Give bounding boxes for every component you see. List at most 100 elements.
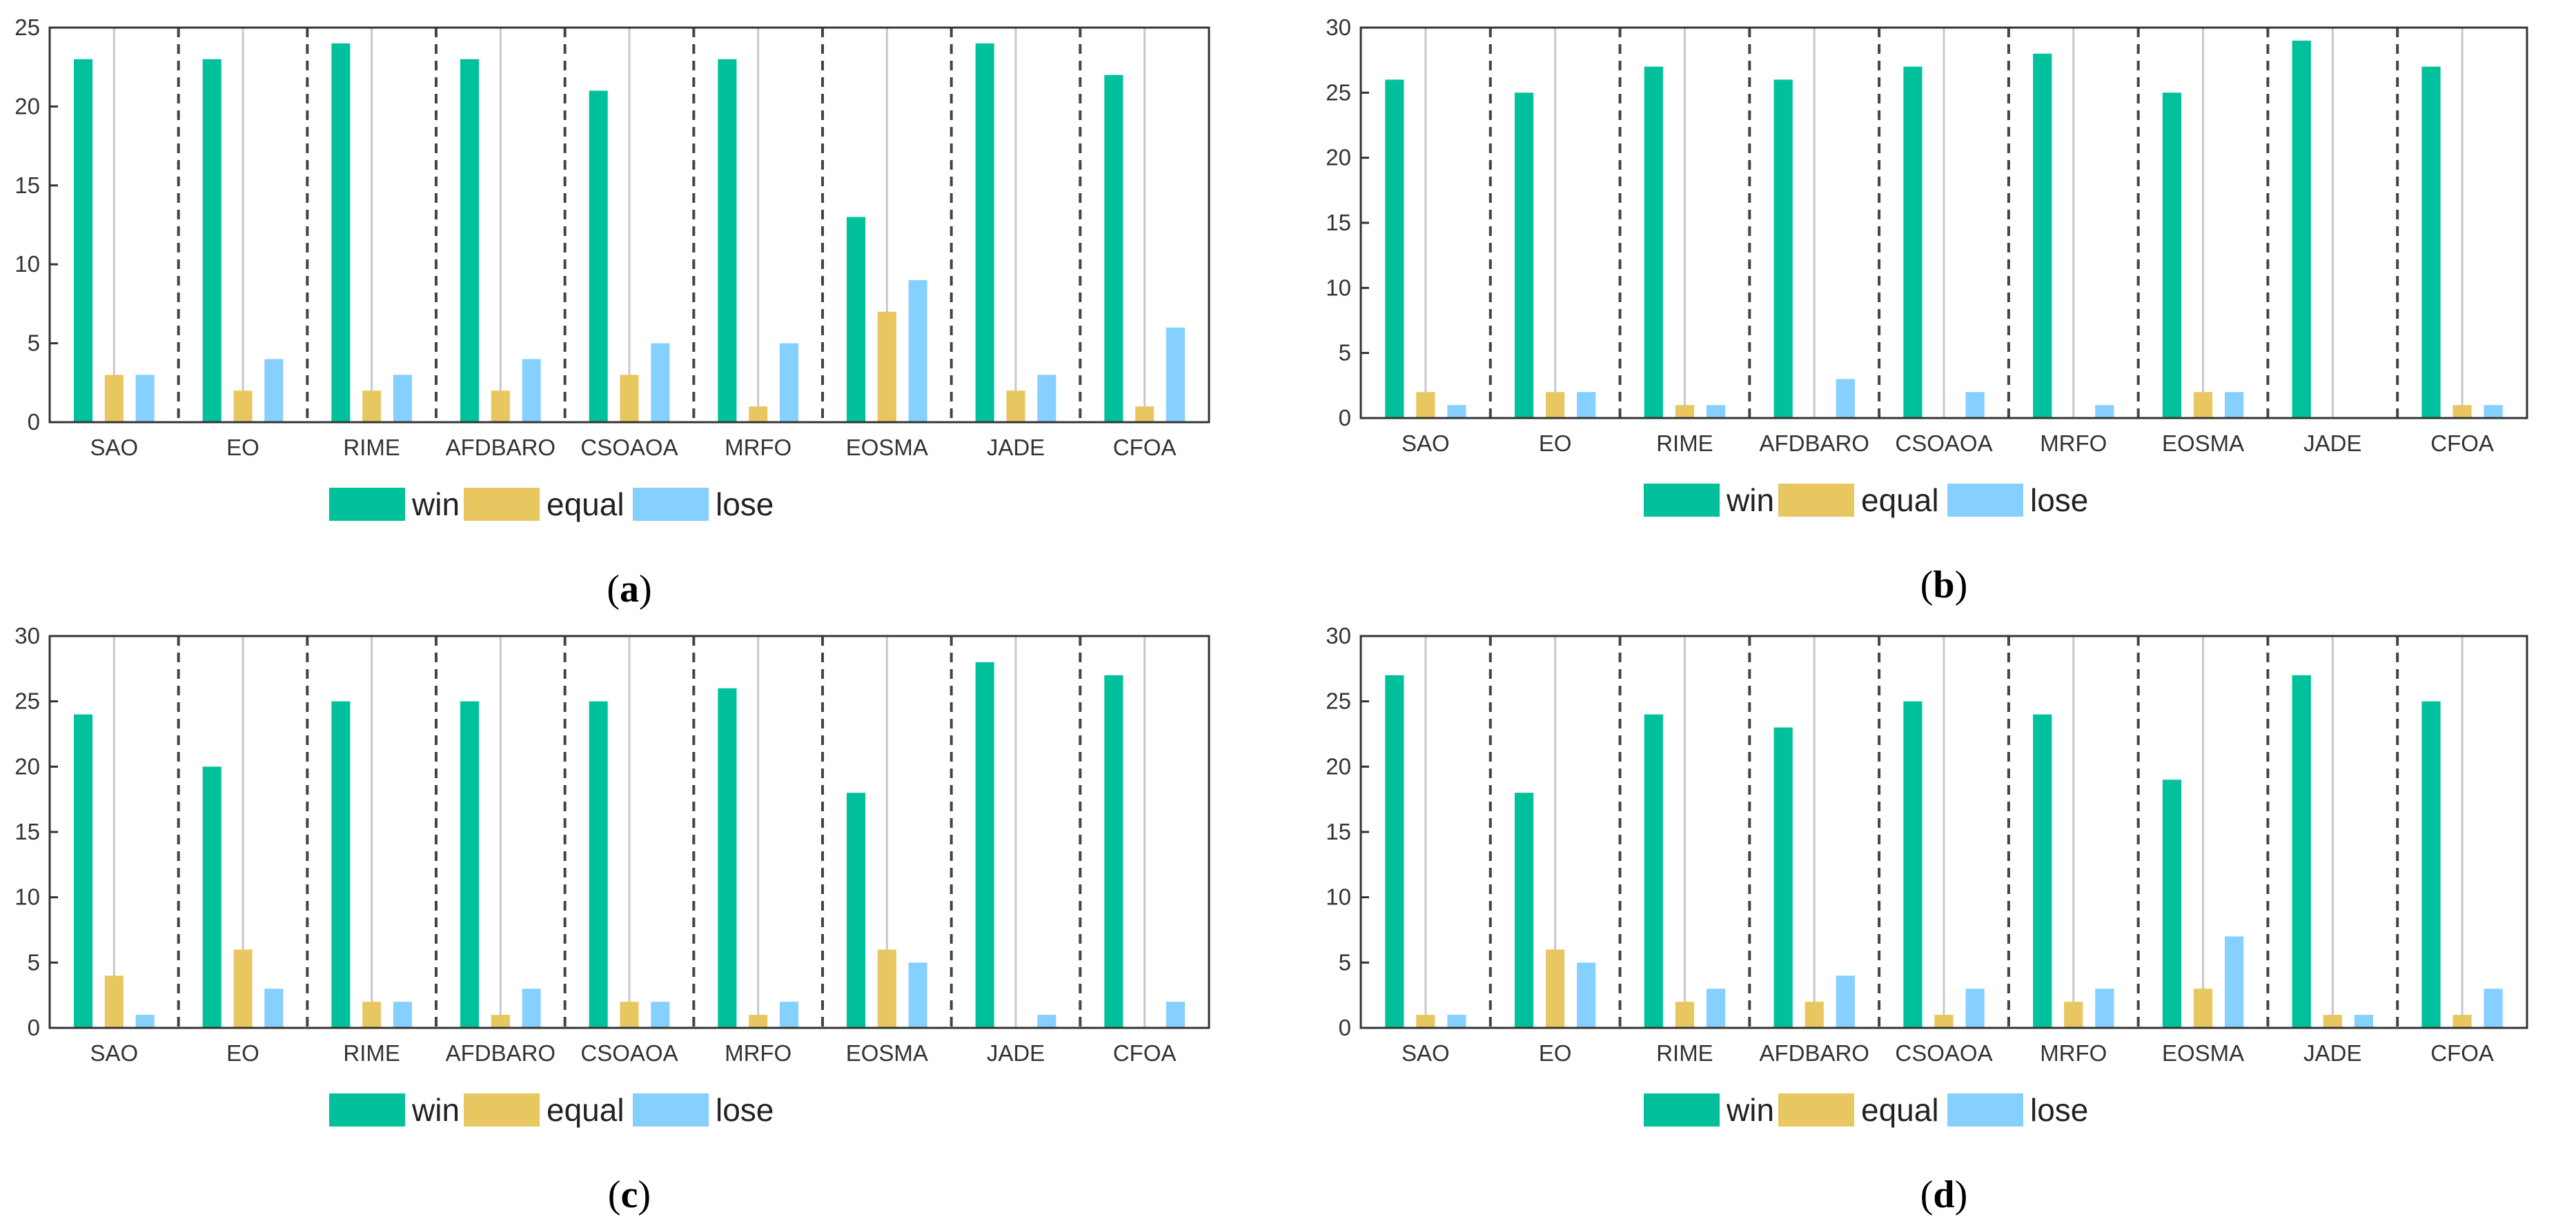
bar-equal-cfoa (2452, 1015, 2472, 1028)
bar-equal-rime (1675, 405, 1695, 418)
bar-lose-csoaoa (1965, 989, 1985, 1028)
bar-win-eo (202, 766, 222, 1028)
bar-lose-mrfo (779, 343, 798, 422)
legend-swatch-win (1644, 484, 1720, 517)
legend-label-lose: lose (716, 1092, 774, 1128)
bar-win-afdbaro (460, 59, 480, 422)
bar-win-jade (975, 43, 994, 422)
bar-lose-eo (1577, 392, 1596, 418)
bar-equal-eosma (2193, 989, 2213, 1028)
x-tick-label: JADE (2303, 430, 2361, 456)
bar-equal-csoaoa (1934, 1015, 1954, 1028)
legend: win equal lose (329, 1092, 774, 1128)
bar-lose-mrfo (2095, 989, 2114, 1028)
panel-label: (b) (1920, 564, 1967, 606)
x-tick-label: CSOAOA (1895, 430, 1992, 456)
y-tick-label: 5 (1339, 340, 1351, 366)
bar-equal-eo (233, 390, 253, 422)
legend-label-equal: equal (547, 1092, 625, 1128)
x-tick-label: EO (226, 1040, 259, 1066)
x-tick-label: RIME (343, 435, 400, 460)
bar-equal-jade (2323, 1015, 2342, 1028)
x-tick-label: MRFO (2040, 430, 2107, 456)
y-tick-label: 25 (14, 14, 40, 40)
bar-lose-afdbaro (1836, 975, 1855, 1028)
bar-lose-cfoa (1166, 1002, 1185, 1028)
x-tick-label: RIME (1656, 1040, 1713, 1066)
bar-equal-eo (1546, 949, 1565, 1028)
bar-lose-eosma (2225, 392, 2244, 418)
legend-label-lose: lose (2030, 1092, 2088, 1128)
x-tick-label: AFDBARO (1759, 430, 1869, 456)
legend-swatch-equal (464, 488, 540, 521)
bar-lose-afdbaro (1836, 379, 1855, 418)
legend-swatch-lose (633, 488, 709, 521)
bar-equal-mrfo (2064, 1002, 2083, 1028)
x-tick-label: EO (226, 435, 259, 460)
bar-lose-sao (1447, 405, 1466, 418)
bar-lose-cfoa (1166, 327, 1185, 422)
bar-win-sao (1385, 79, 1404, 418)
legend-label-win: win (1726, 1092, 1774, 1128)
x-tick-label: RIME (1656, 430, 1713, 456)
bar-lose-afdbaro (522, 359, 541, 422)
legend-label-equal: equal (547, 486, 625, 522)
y-tick-label: 0 (28, 409, 40, 435)
bar-equal-afdbaro (491, 390, 510, 422)
y-tick-label: 10 (1326, 884, 1351, 910)
bar-lose-csoaoa (651, 343, 670, 422)
legend-swatch-lose (1947, 1093, 2023, 1127)
y-tick-label: 0 (1339, 405, 1351, 430)
bar-lose-sao (1447, 1015, 1466, 1028)
bar-lose-rime (1706, 989, 1726, 1028)
x-tick-label: JADE (2303, 1040, 2361, 1066)
bar-win-sao (1385, 675, 1404, 1028)
bar-equal-csoaoa (620, 1002, 639, 1028)
y-tick-label: 5 (28, 949, 40, 975)
bar-win-eosma (847, 793, 866, 1028)
bar-win-jade (975, 662, 994, 1028)
x-tick-label: EOSMA (2162, 1040, 2244, 1066)
y-tick-label: 5 (28, 330, 40, 356)
legend-swatch-equal (464, 1093, 540, 1127)
y-tick-label: 15 (14, 172, 40, 198)
y-tick-label: 0 (1339, 1015, 1351, 1040)
bar-win-eo (202, 59, 222, 422)
bar-win-eosma (2162, 92, 2182, 419)
legend-swatch-equal (1778, 1093, 1854, 1127)
bar-lose-eosma (2225, 936, 2244, 1028)
x-tick-label: CFOA (2430, 1040, 2494, 1066)
bar-lose-rime (393, 1002, 412, 1028)
y-tick-label: 15 (1326, 210, 1351, 235)
bar-equal-rime (1675, 1002, 1695, 1028)
bar-win-cfoa (2421, 701, 2441, 1028)
y-tick-label: 15 (1326, 819, 1351, 844)
x-tick-label: SAO (1402, 430, 1450, 456)
x-tick-label: SAO (90, 1040, 138, 1066)
bar-lose-csoaoa (651, 1002, 670, 1028)
legend-label-win: win (411, 486, 460, 522)
bar-lose-rime (1706, 405, 1726, 418)
y-tick-label: 10 (14, 884, 40, 910)
y-tick-label: 30 (1326, 14, 1351, 40)
plot-frame (48, 26, 1210, 424)
legend-label-lose: lose (716, 486, 774, 522)
bar-lose-cfoa (2484, 989, 2503, 1028)
x-tick-label: JADE (987, 435, 1045, 460)
chart-panel-d: 0 5 10 15 20 25 30 SAO EO RIME AFDBARO CSOAOA MRFO EO… (1326, 623, 2528, 1216)
x-tick-label: MRFO (725, 435, 792, 460)
x-tick-label: EO (1539, 1040, 1572, 1066)
bar-equal-sao (1416, 1015, 1435, 1028)
bar-equal-sao (1416, 392, 1435, 418)
x-tick-label: EOSMA (846, 1040, 928, 1066)
x-tick-label: AFDBARO (1759, 1040, 1869, 1066)
legend-swatch-lose (633, 1093, 709, 1127)
x-tick-label: EOSMA (2162, 430, 2244, 456)
bar-win-eo (1514, 92, 1534, 419)
bar-lose-afdbaro (522, 989, 541, 1028)
x-tick-label: CSOAOA (580, 435, 678, 460)
bar-lose-eosma (908, 280, 927, 422)
legend: win equal lose (1644, 1092, 2088, 1128)
bar-win-eosma (847, 217, 866, 422)
bar-win-csoaoa (1903, 701, 1923, 1028)
